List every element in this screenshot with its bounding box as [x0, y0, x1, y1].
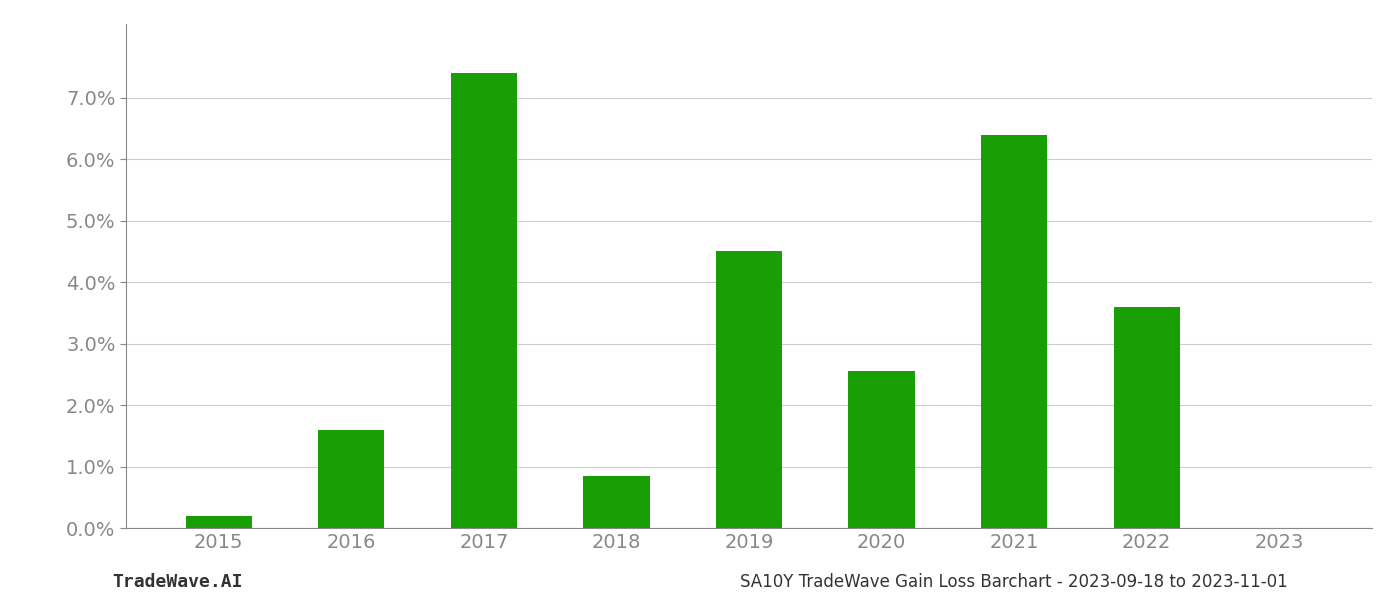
Bar	[981, 134, 1047, 528]
Bar	[318, 430, 385, 528]
Text: TradeWave.AI: TradeWave.AI	[112, 573, 242, 591]
Bar	[715, 251, 783, 528]
Bar	[1113, 307, 1180, 528]
Bar	[451, 73, 517, 528]
Bar	[848, 371, 914, 528]
Bar	[584, 476, 650, 528]
Text: SA10Y TradeWave Gain Loss Barchart - 2023-09-18 to 2023-11-01: SA10Y TradeWave Gain Loss Barchart - 202…	[741, 573, 1288, 591]
Bar	[186, 516, 252, 528]
